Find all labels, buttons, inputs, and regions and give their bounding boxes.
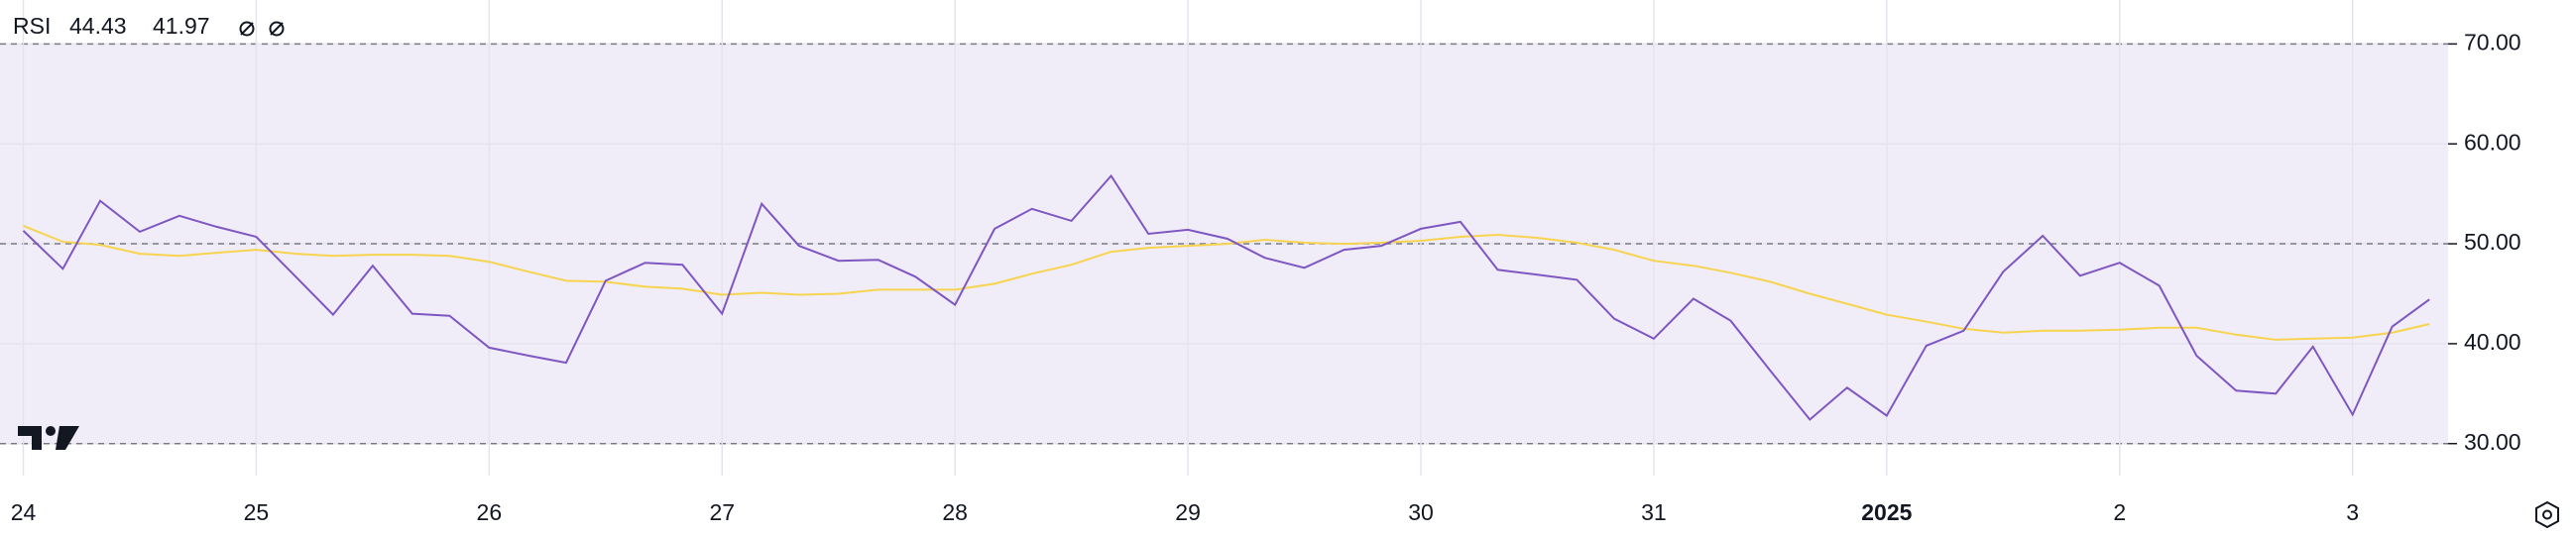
y-tick-label: 70.00: [2464, 29, 2521, 54]
logo: [18, 426, 79, 450]
x-tick-label: 25: [244, 499, 270, 525]
legend-value: 44.43: [69, 13, 127, 39]
legend-value: 41.97: [153, 13, 210, 39]
rsi-line: [22, 173, 2430, 421]
y-tick-label: 40.00: [2464, 329, 2521, 355]
x-tick-label: 28: [942, 499, 968, 525]
y-tick-label: 50.00: [2464, 229, 2521, 255]
x-tick-label: 27: [709, 499, 735, 525]
x-tick-label: 31: [1641, 499, 1667, 525]
hide-icon[interactable]: [269, 21, 285, 37]
settings-icon[interactable]: [2535, 500, 2559, 529]
x-tick-label: 3: [2346, 499, 2359, 525]
indicator-title: RSI: [13, 13, 51, 39]
rsi-line: [23, 224, 2430, 341]
hide-icon[interactable]: [239, 21, 255, 37]
x-tick-label: 2025: [1861, 499, 1912, 525]
x-tick-label: 30: [1408, 499, 1434, 525]
plot-lines: [22, 173, 2430, 421]
x-tick-label: 24: [11, 499, 37, 525]
x-tick-label: 26: [477, 499, 503, 525]
x-tick-label: 2: [2113, 499, 2126, 525]
y-tick-label: 30.00: [2464, 429, 2521, 455]
x-tick-label: 29: [1175, 499, 1201, 525]
y-tick-label: 60.00: [2464, 129, 2521, 155]
